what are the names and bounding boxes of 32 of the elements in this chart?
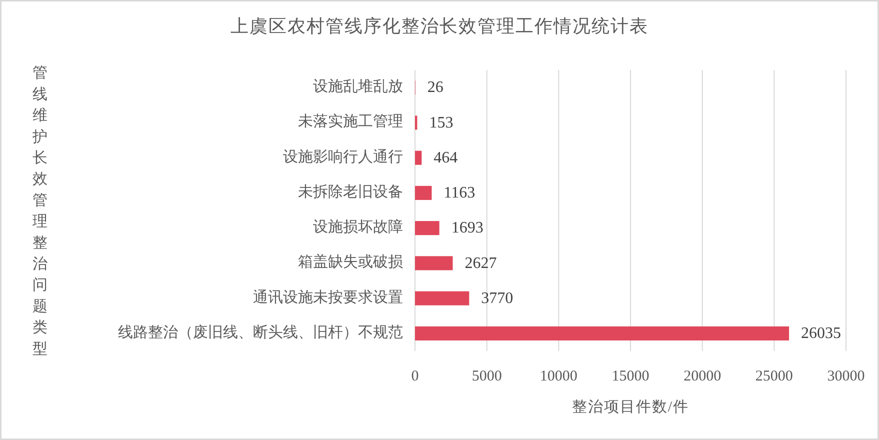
- x-tick-label: 15000: [612, 368, 650, 384]
- y-tick-label: 设施乱堆乱放: [313, 78, 403, 95]
- data-label: 2627: [464, 254, 497, 272]
- y-tick-label: 设施损坏故障: [313, 218, 403, 236]
- x-tick-label: 5000: [472, 368, 502, 384]
- bar: [415, 291, 470, 306]
- y-tick-label: 设施影响行人通行: [283, 148, 403, 166]
- data-label: 1163: [444, 184, 476, 202]
- y-tick-label: 线路整治（废旧线、断头线、旧杆）不规范: [118, 324, 403, 341]
- bar: [415, 221, 440, 236]
- x-tick-label: 0: [411, 368, 419, 384]
- bar: [415, 256, 453, 270]
- y-tick-label: 未拆除老旧设备: [298, 183, 403, 200]
- bar: [415, 326, 790, 340]
- y-tick-label: 通讯设施未按要求设置: [253, 288, 403, 306]
- data-label: 26035: [801, 325, 842, 342]
- y-axis-title: 管线维护长效管理整治问题类型: [32, 66, 48, 358]
- chart-title: 上虞区农村管线序化整治长效管理工作情况统计表: [230, 16, 648, 36]
- data-label: 464: [434, 149, 458, 166]
- x-axis-title: 整治项目件数/件: [572, 398, 690, 416]
- bar: [415, 186, 432, 200]
- x-tick-label: 20000: [684, 368, 722, 384]
- data-label: 3770: [481, 290, 514, 307]
- data-label: 153: [429, 114, 454, 132]
- bar: [415, 150, 422, 165]
- data-label: 26: [427, 79, 444, 96]
- x-tick-label: 30000: [827, 368, 865, 384]
- y-tick-label: 未落实施工管理: [298, 113, 403, 130]
- data-label: 1693: [451, 220, 484, 237]
- x-tick-label: 10000: [540, 368, 578, 384]
- y-tick-label: 箱盖缺失或破损: [298, 254, 403, 271]
- x-tick-label: 25000: [755, 368, 793, 384]
